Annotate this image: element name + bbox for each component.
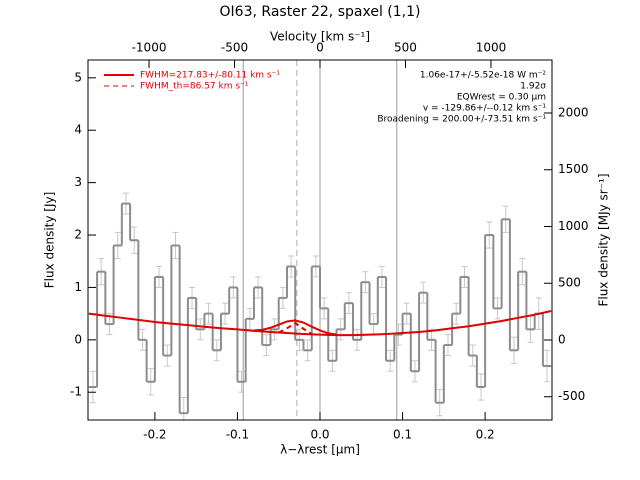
fit-line xyxy=(88,310,552,337)
plot-area xyxy=(88,60,552,420)
y2-tick-label: 2000 xyxy=(558,106,589,120)
y2-tick-label: 0 xyxy=(558,332,566,346)
x-axis-label: λ−λrest [μm] xyxy=(280,443,360,457)
y-tick-label: 5 xyxy=(74,70,82,84)
y2-axis-label: Flux density [MJy sr⁻¹] xyxy=(597,173,611,306)
y2-tick-label: 1000 xyxy=(558,219,589,233)
x-tick-label: 0.1 xyxy=(393,428,412,442)
annotation: Broadening = 200.00+/-73.51 km s⁻¹ xyxy=(377,115,546,125)
annotation: 1.92σ xyxy=(520,82,546,92)
x-tick-label: 0.0 xyxy=(310,428,329,442)
y-tick-label: 2 xyxy=(74,228,82,242)
chart-title: OI63, Raster 22, spaxel (1,1) xyxy=(220,4,421,20)
y-axis-label: Flux density [Jy] xyxy=(43,192,57,289)
x-tick-label: -0.2 xyxy=(143,428,166,442)
annotation: 1.06e-17+/-5.52e-18 W m⁻² xyxy=(420,71,547,81)
legend-label: FWHM_th=86.57 km s⁻¹ xyxy=(140,82,249,92)
annotation: EQWrest = 0.30 μm xyxy=(457,93,546,103)
x-tick-label: -0.1 xyxy=(226,428,249,442)
y2-tick-label: 500 xyxy=(558,276,581,290)
x-tick-label: 0.2 xyxy=(476,428,495,442)
x2-axis-label: Velocity [km s⁻¹] xyxy=(270,30,370,44)
annotation: v = -129.86+/--0.12 km s⁻¹ xyxy=(423,104,547,114)
legend-label: FWHM=217.83+/-80.11 km s⁻¹ xyxy=(140,71,280,81)
x2-tick-label: 0 xyxy=(316,41,324,55)
x2-tick-label: -500 xyxy=(221,41,248,55)
y-tick-label: 1 xyxy=(74,280,82,294)
y-tick-label: 3 xyxy=(74,175,82,189)
fit-line xyxy=(278,321,313,335)
y-tick-label: -1 xyxy=(70,385,82,399)
y-tick-label: 4 xyxy=(74,123,82,137)
fit-line xyxy=(253,319,337,336)
y2-tick-label: 1500 xyxy=(558,162,589,176)
x2-tick-label: -1000 xyxy=(132,41,167,55)
y-tick-label: 0 xyxy=(74,332,82,346)
y2-tick-label: -500 xyxy=(558,389,585,403)
x2-tick-label: 500 xyxy=(394,41,417,55)
x2-tick-label: 1000 xyxy=(476,41,507,55)
